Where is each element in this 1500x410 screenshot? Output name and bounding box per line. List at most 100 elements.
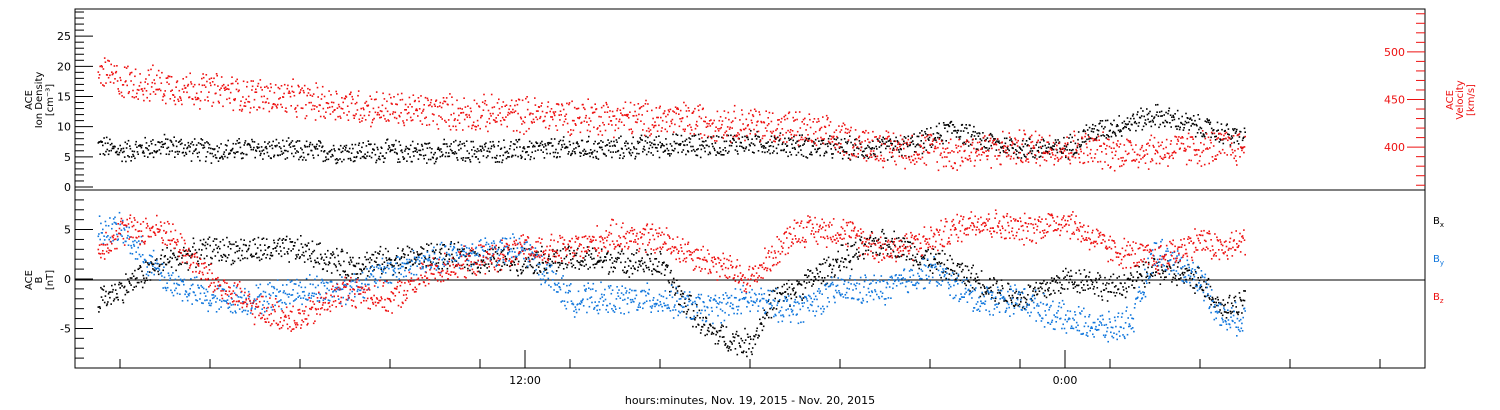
series-point-velocity [1036,158,1038,160]
series-point-bx [903,253,905,256]
series-point-ion-density [853,149,856,152]
series-point-bx [721,324,723,326]
series-point-velocity [244,101,246,104]
series-point-bx [339,274,341,276]
series-point-bx [756,327,758,330]
series-point-velocity [736,135,739,137]
series-point-velocity [712,122,714,124]
series-point-velocity [973,147,975,150]
series-point-bx [557,266,560,269]
series-point-velocity [469,107,472,110]
series-point-velocity [834,146,836,149]
series-point-bx [301,246,304,249]
series-point-bx [351,273,353,275]
series-point-bx [575,254,577,257]
series-point-ion-density [1041,152,1043,154]
series-point-bx [456,248,459,251]
series-point-bx [388,258,390,261]
series-point-velocity [661,119,664,122]
series-point-velocity [704,120,706,123]
series-point-bx [736,353,739,356]
series-point-velocity [1028,145,1030,147]
series-point-ion-density [706,144,708,147]
series-point-bx [301,254,303,256]
series-point-ion-density [624,142,626,144]
series-point-ion-density [393,151,396,154]
series-point-velocity [991,147,993,150]
series-point-velocity [320,98,323,100]
series-point-velocity [266,97,269,100]
series-point-bx [652,263,654,266]
series-point-velocity [165,102,167,105]
series-point-bx [888,246,891,248]
series-point-ion-density [1201,135,1204,138]
series-point-velocity [408,111,410,114]
series-point-ion-density [1209,123,1211,125]
series-point-ion-density [1117,129,1120,132]
series-point-ion-density [600,140,602,142]
series-point-ion-density [872,152,875,155]
series-point-velocity [1192,142,1195,145]
series-point-velocity [532,113,534,115]
series-point-velocity [259,79,262,81]
series-point-bx [130,284,132,286]
series-point-bx [266,253,269,256]
series-point-bx [660,272,663,275]
series-point-ion-density [437,146,440,149]
series-point-bx [287,252,289,255]
series-point-velocity [300,89,302,91]
series-point-velocity [1189,146,1191,148]
series-point-ion-density [950,120,953,123]
series-point-velocity [1079,148,1082,150]
series-point-ion-density [962,142,964,145]
series-point-bx [197,263,200,265]
series-point-velocity [553,114,556,117]
series-point-ion-density [563,143,566,146]
series-point-velocity [652,126,655,129]
series-point-velocity [363,108,365,111]
series-point-velocity [971,141,974,144]
series-point-ion-density [200,138,202,140]
series-point-velocity [1234,149,1236,152]
series-point-bx [340,250,343,253]
series-point-velocity [126,84,128,87]
series-point-bx [345,277,348,279]
series-point-bx [523,247,526,250]
series-point-bx [717,342,719,345]
series-point-ion-density [733,134,736,137]
series-point-ion-density [100,140,102,142]
series-point-ion-density [695,154,697,156]
series-point-ion-density [629,149,632,151]
series-point-ion-density [487,147,490,150]
series-point-velocity [507,114,509,116]
series-point-ion-density [1102,134,1104,136]
series-point-velocity [512,108,514,111]
series-point-ion-density [186,147,188,150]
series-point-ion-density [163,143,165,145]
series-point-velocity [714,140,716,142]
series-point-bx [811,272,814,274]
series-point-ion-density [945,140,947,142]
series-point-ion-density [191,141,193,143]
series-point-velocity [910,161,912,164]
series-point-velocity [112,82,115,84]
series-point-bx [229,248,232,250]
series-point-ion-density [1095,138,1097,140]
series-point-velocity [399,99,402,101]
series-point-bx [901,240,903,243]
series-point-bx [355,262,358,265]
series-point-velocity [406,112,409,115]
series-point-bx [919,261,921,264]
series-point-ion-density [716,151,719,153]
series-point-velocity [335,90,337,93]
series-point-velocity [467,125,470,128]
series-point-ion-density [1119,129,1122,131]
series-point-bx [549,258,551,260]
series-point-bx [430,242,433,245]
series-point-bx [627,265,630,267]
series-point-ion-density [1157,115,1160,117]
series-point-ion-density [681,151,683,153]
series-point-velocity [552,118,554,121]
series-point-velocity [1030,134,1033,137]
series-point-velocity [370,125,372,128]
